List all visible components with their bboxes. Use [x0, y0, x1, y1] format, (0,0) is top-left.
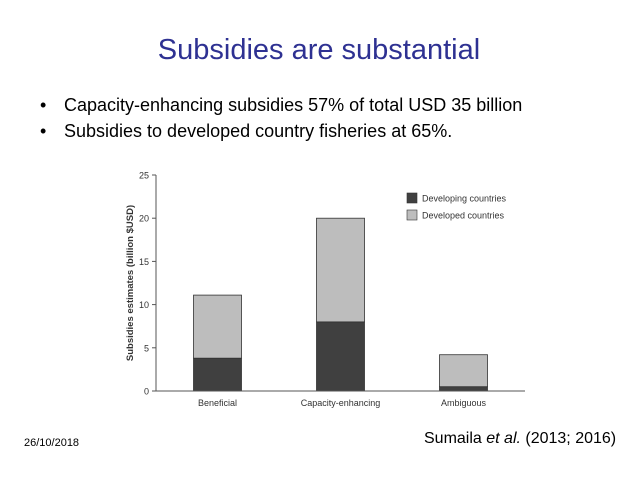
- bar: [193, 294, 242, 359]
- y-axis-label: Subsidies estimates (billion $USD): [125, 205, 136, 361]
- bullet-dot-icon: •: [40, 95, 47, 115]
- slide-date: 26/10/2018: [24, 437, 80, 449]
- y-tick-label: 15: [139, 257, 149, 267]
- bullet-item: • Capacity-enhancing subsidies 57% of to…: [36, 92, 522, 118]
- y-tick-label: 25: [139, 171, 149, 181]
- slide-title: Subsidies are substantial: [157, 34, 481, 66]
- bullet-list: • Capacity-enhancing subsidies 57% of to…: [36, 92, 522, 144]
- bullet-item: • Subsidies to developed country fisheri…: [36, 118, 522, 144]
- bar: [316, 217, 365, 323]
- y-tick-label: 5: [144, 343, 149, 353]
- citation-years: (2013; 2016): [520, 430, 617, 447]
- bar: [193, 357, 242, 392]
- y-tick-label: 10: [139, 300, 149, 310]
- bar: [439, 354, 488, 388]
- citation-etal: et al.: [486, 430, 521, 447]
- bullet-dot-icon: •: [40, 121, 47, 141]
- citation-authors: Sumaila: [424, 430, 487, 447]
- y-tick-label: 20: [139, 214, 149, 224]
- bar: [439, 386, 488, 392]
- legend-label: Developing countries: [422, 194, 507, 204]
- citation: Sumaila et al. (2013; 2016): [424, 430, 616, 448]
- bullet-text: Subsidies to developed country fisheries…: [64, 121, 453, 141]
- bullet-text: Capacity-enhancing subsidies 57% of tota…: [64, 95, 523, 115]
- x-tick-label: Ambiguous: [441, 398, 487, 408]
- legend-swatch: [406, 209, 418, 221]
- legend-swatch: [406, 192, 418, 204]
- legend-label: Developed countries: [422, 211, 505, 221]
- x-tick-label: Capacity-enhancing: [301, 398, 381, 408]
- subsidies-bar-chart: 0 5 10 15 20 25 Subsidies estimates (billion $…: [125, 171, 525, 408]
- bar: [316, 321, 365, 392]
- x-tick-label: Beneficial: [198, 398, 237, 408]
- y-tick-label: 0: [144, 387, 149, 397]
